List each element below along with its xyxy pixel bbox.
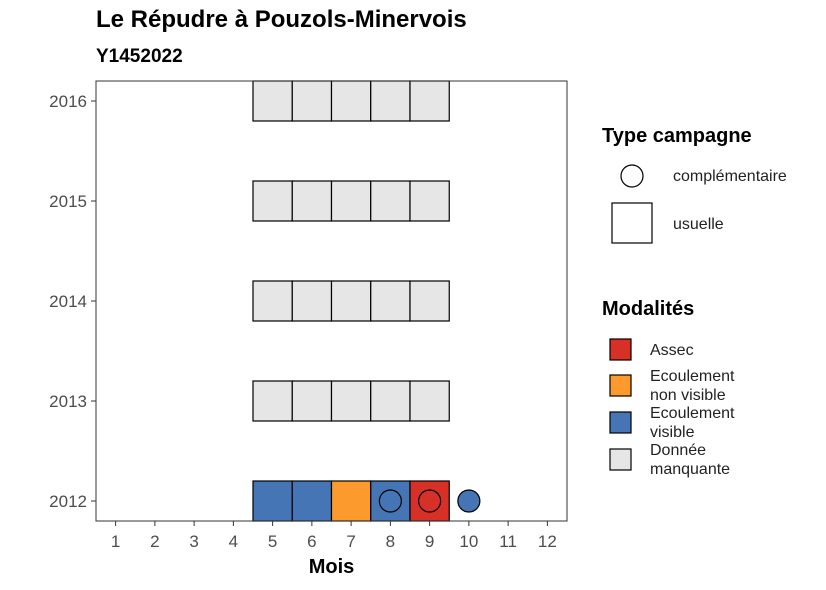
x-tick-label-11: 11 [499,532,517,551]
legend-label-dm-line1: Donnée [650,442,707,459]
y-tick-label-2016: 2016 [49,92,87,111]
chart-title: Le Répudre à Pouzols-Minervois [96,6,467,33]
x-tick-label-7: 7 [346,532,355,551]
tile-2015-6 [291,180,333,222]
tile-2012-6 [291,480,333,522]
tile-2014-7 [330,280,372,322]
tile-2014-5 [252,280,293,322]
x-tick-label-12: 12 [538,532,557,551]
tile-2015-7 [330,180,372,222]
legend-label-enl-line1: Ecoulement [650,368,735,385]
legend-type-label-usuelle: usuelle [673,216,724,233]
legend-label-ev-line1: Ecoulement [650,405,735,422]
tile-2016-6 [291,80,333,122]
tile-2014-6 [291,280,333,322]
y-axis: 2012 2013 2014 2015 2016 [49,92,96,511]
tile-2013-9 [409,380,450,422]
x-axis: 1 2 3 4 5 6 7 8 9 10 11 12 [111,521,557,551]
x-tick-label-2: 2 [150,532,159,551]
tile-2016-5 [252,80,293,122]
legend-swatch-0 [609,338,632,361]
tile-2012-5 [252,480,293,522]
tile-2016-8 [370,80,411,122]
x-tick-label-8: 8 [386,532,395,551]
x-tick-label-3: 3 [189,532,198,551]
legend-modalites-title: Modalités [602,298,695,320]
chart-subtitle: Y1452022 [96,46,183,67]
legend-label-dm-line2: manquante [650,461,731,478]
point-2012-10 [457,489,481,513]
tile-2013-5 [252,380,293,422]
y-tick-label-2014: 2014 [49,292,87,311]
legend-label-assec-line1: Assec [650,342,694,359]
legend-label-ecoulement-non-visible: Ecoulement non visible [650,367,735,405]
legend-swatch-2 [609,411,632,434]
tile-2015-5 [252,180,293,222]
tile-2016-9 [409,80,450,122]
tile-2013-7 [330,380,372,422]
y-tick-label-2015: 2015 [49,192,87,211]
legend-swatch-1 [609,374,632,397]
tile-2016-7 [330,80,372,122]
legend-label-donnee-manquante: Donnée manquante [650,441,730,479]
legend-label-ecoulement-visible: Ecoulement visible [650,404,735,442]
tile-2015-8 [370,180,411,222]
legend-type-title: Type campagne [602,125,752,147]
tile-2013-8 [370,380,411,422]
legend-type-label-complementaire: complémentaire [673,168,787,185]
legend-label-enl-line2: non visible [650,387,726,404]
tile-2012-9 [409,480,450,522]
legend-type-square-swatch [611,202,653,244]
x-tick-label-10: 10 [459,532,478,551]
tile-2014-8 [370,280,411,322]
y-tick-label-2012: 2012 [49,492,87,511]
legend-label-ev-line2: visible [650,424,695,441]
legend-type-circle-swatch [620,164,644,188]
y-tick-label-2013: 2013 [49,392,87,411]
legend-label-assec: Assec [650,341,694,360]
tile-2013-6 [291,380,333,422]
legend-modalites-swatches [609,338,632,471]
tile-2012-7 [330,480,372,522]
x-tick-label-6: 6 [307,532,316,551]
x-axis-label: Mois [309,556,355,578]
x-tick-label-5: 5 [268,532,277,551]
tile-2014-9 [409,280,450,322]
plot-tiles [252,80,450,522]
point-2012-8 [378,489,402,513]
x-tick-label-9: 9 [425,532,434,551]
legend-swatch-3 [609,448,632,471]
x-tick-label-4: 4 [229,532,238,551]
x-tick-label-1: 1 [111,532,120,551]
point-2012-9 [418,489,442,513]
plot-circles [378,489,481,513]
legend-type-swatches [611,164,653,244]
tile-2015-9 [409,180,450,222]
